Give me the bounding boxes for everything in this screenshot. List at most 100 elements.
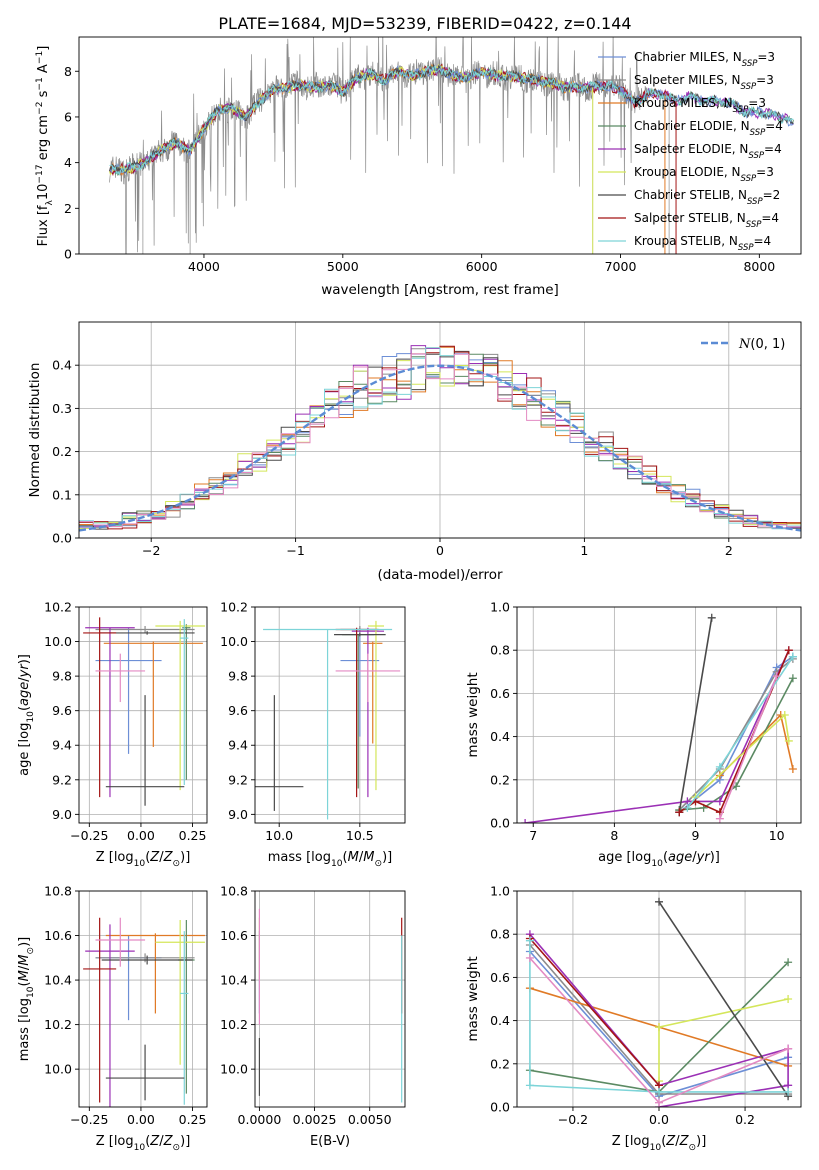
x-tick-label: 0.00: [127, 828, 155, 843]
marker: [655, 1023, 663, 1032]
errorbar-salpeter-stelib: [83, 617, 117, 798]
marker: [525, 1081, 534, 1090]
legend-label-salpeter-miles: Salpeter MILES, NSSP=3: [634, 73, 774, 92]
y-tick-label: 0.4: [490, 729, 510, 744]
x-tick-label: 10.5: [346, 828, 374, 843]
x-tick-label: 7: [529, 828, 537, 843]
x-tick-label: 4000: [188, 259, 220, 274]
panel-mass_vs_EBV: 0.0000 0.0025 0.0050 10.0 10.2 10.4 10.6 10.8 E(…: [220, 884, 406, 1149]
x-tick-label: 0.25: [179, 1112, 207, 1127]
x-axis-label: (data-model)/error: [377, 567, 503, 583]
x-tick-label: 0.0: [649, 1112, 669, 1127]
y-axis-label: mass [log10(M/M⊙)]: [17, 937, 36, 1061]
x-tick-label: 0.2: [735, 1112, 755, 1127]
line: [658, 1084, 789, 1107]
panels: 4000 5000 6000 7000 8000 0 2 4 6 8 wavelength [Ang…: [17, 36, 802, 1153]
weight-line-extra: [715, 672, 781, 823]
line: [679, 677, 794, 811]
marker: [788, 765, 797, 773]
x-tick-label: −0.25: [70, 828, 108, 843]
y-tick-label: 0.6: [490, 686, 510, 701]
legend-label-gaussian: N(0, 1): [738, 337, 785, 352]
line: [678, 658, 794, 811]
weight-line-kroupa-elodie: [655, 995, 793, 1086]
x-tick-label: 7000: [605, 259, 637, 274]
legend-label-chabrier-stelib: Chabrier STELIB, NSSP=2: [634, 188, 780, 207]
y-tick-label: 9.0: [52, 807, 72, 822]
marker: [707, 613, 716, 622]
line: [524, 649, 790, 823]
axes-frame: [78, 890, 208, 1108]
x-tick-label: 0.0000: [238, 1112, 282, 1127]
legend-label-salpeter-stelib: Salpeter STELIB, NSSP=4: [634, 211, 779, 230]
y-tick-label: 0.0: [490, 816, 510, 831]
x-tick-label: 10: [769, 828, 785, 843]
x-axis-label: Z [log10(Z/Z⊙)]: [612, 1134, 707, 1153]
marker: [784, 1044, 793, 1053]
spectrum-chabrier-stelib: [109, 63, 794, 173]
x-axis-label: Z [log10(Z/Z⊙)]: [96, 1134, 191, 1153]
x-tick-label: 6000: [466, 259, 498, 274]
errorbar-extra: [335, 653, 401, 703]
x-tick-label: −2: [142, 543, 160, 558]
y-tick-label: 1.0: [490, 600, 510, 615]
plot-area: [109, 37, 794, 254]
y-tick-label: 0.0: [52, 531, 72, 546]
y-tick-label: 10.0: [44, 1062, 72, 1077]
hist-extra: [79, 353, 801, 528]
y-tick-label: 10.8: [220, 884, 248, 899]
y-tick-label: 0.2: [52, 444, 72, 459]
y-tick-label: 9.4: [228, 738, 248, 753]
line: [719, 675, 778, 819]
errorbar-chabrier-stelib: [101, 955, 193, 965]
errorbar-kroupa-elodie: [155, 919, 205, 1065]
x-tick-label: 0.25: [179, 828, 207, 843]
x-axis-label: mass [log10(M/M⊙)]: [268, 850, 392, 869]
plot-area: [521, 613, 797, 823]
errorbar-kroupa-stelib: [263, 628, 393, 820]
y-tick-label: 0.4: [490, 1013, 510, 1028]
marker: [655, 1087, 663, 1096]
y-tick-label: 0.6: [490, 970, 510, 985]
marker: [715, 797, 724, 806]
legend-label-salpeter-elodie: Salpeter ELODIE, NSSP=4: [634, 142, 782, 161]
y-tick-label: 10.0: [44, 634, 72, 649]
errorbar-kroupa-stelib: [180, 619, 189, 785]
panel-age_vs_Z: −0.25 0.00 0.25 9.0 9.2 9.4 9.6 9.8 10.0 10.2 Z [l…: [17, 600, 208, 869]
x-tick-label: 8000: [743, 259, 775, 274]
legend-label-kroupa-elodie: Kroupa ELODIE, NSSP=3: [634, 165, 774, 184]
legend: Chabrier MILES, NSSP=3 Salpeter MILES, NS…: [598, 50, 783, 253]
panel-weight_vs_age: 7 8 9 10 0.0 0.2 0.4 0.6 0.8 1.0 age [log10(age/yr…: [465, 600, 802, 869]
axes-frame: [254, 606, 406, 824]
y-tick-label: 0.1: [52, 487, 72, 502]
errorbar-chabrier-stelib: [105, 695, 185, 806]
spectrum-salpeter-miles: [109, 37, 670, 254]
x-tick-label: 0: [436, 543, 444, 558]
x-tick-label: 8: [610, 828, 618, 843]
errorbar-kroupa-miles: [105, 933, 205, 1014]
x-tick-label: 5000: [327, 259, 359, 274]
errorbar-kroupa-elodie: [155, 620, 205, 791]
y-tick-label: 10.6: [44, 928, 72, 943]
plot-area: [79, 345, 801, 532]
errorbar-kroupa-elodie: [367, 620, 385, 791]
y-tick-label: 9.6: [52, 703, 72, 718]
errorbar-salpeter-elodie: [85, 924, 135, 1107]
y-tick-label: 0.4: [52, 358, 72, 373]
errorbar-chabrier-miles: [95, 627, 162, 754]
x-axis-label: Z [log10(Z/Z⊙)]: [96, 850, 191, 869]
x-tick-label: 0.0050: [348, 1112, 392, 1127]
marker: [784, 736, 793, 745]
y-axis-label: mass weight: [465, 956, 481, 1041]
spectrum-kroupa-stelib: [109, 65, 794, 176]
x-tick-label: −0.25: [70, 1112, 108, 1127]
y-tick-label: 10.2: [44, 600, 72, 615]
errorbar-chabrier-stelib: [105, 1044, 185, 1101]
axes-frame: [78, 606, 208, 824]
legend-label-chabrier-elodie: Chabrier ELODIE, NSSP=4: [634, 119, 783, 138]
plot-area: [83, 617, 205, 806]
line: [529, 937, 660, 1086]
axes-frame: [516, 606, 802, 824]
panel-spectrum: 4000 5000 6000 7000 8000 0 2 4 6 8 wavelength [Ang…: [35, 36, 802, 298]
